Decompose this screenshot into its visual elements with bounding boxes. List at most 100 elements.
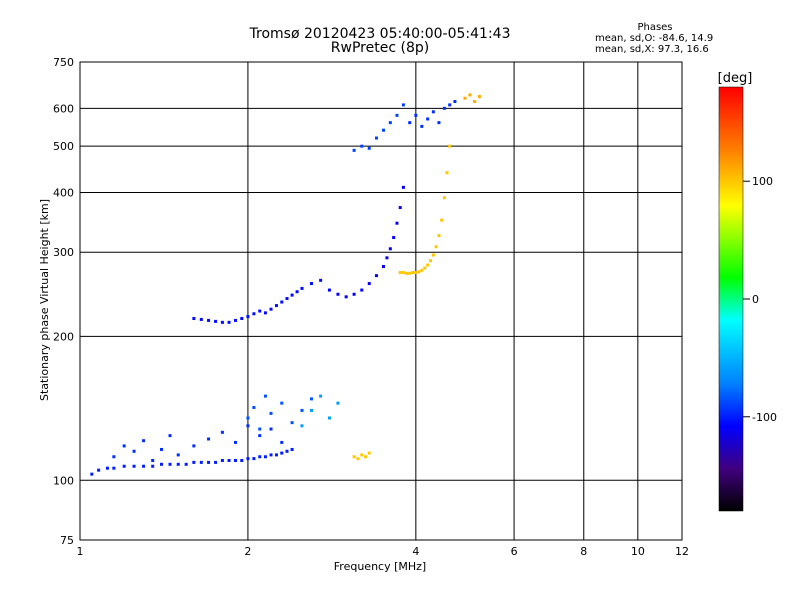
- data-point: [263, 311, 267, 315]
- data-point: [417, 270, 421, 274]
- data-point: [352, 292, 356, 296]
- data-point: [453, 100, 457, 104]
- data-point: [388, 121, 392, 125]
- y-tick-label: 500: [53, 140, 74, 153]
- data-point: [381, 128, 385, 132]
- data-point: [423, 266, 427, 270]
- data-point: [269, 411, 273, 415]
- data-point: [448, 144, 452, 148]
- data-point: [192, 444, 196, 448]
- data-point: [199, 460, 203, 464]
- x-axis-ticks: 1 2 4 6 8 10 12: [77, 545, 690, 558]
- plot-frame: [79, 61, 683, 541]
- x-axis-label: Frequency [MHz]: [334, 560, 426, 573]
- data-point: [398, 271, 402, 275]
- data-point: [442, 196, 446, 200]
- x-tick-label: 4: [412, 545, 419, 558]
- data-point: [220, 458, 224, 462]
- colorbar-label: [deg]: [718, 71, 753, 86]
- data-point: [252, 405, 256, 409]
- data-point: [269, 427, 273, 431]
- data-point: [300, 286, 304, 290]
- data-point: [227, 458, 231, 462]
- data-point: [426, 263, 430, 267]
- y-tick-label: 400: [53, 186, 74, 199]
- data-point: [246, 424, 250, 428]
- data-point: [426, 117, 430, 121]
- data-point: [344, 295, 348, 299]
- data-point: [408, 121, 412, 125]
- data-point: [360, 288, 364, 292]
- data-point: [112, 455, 116, 459]
- data-point: [374, 274, 378, 278]
- phases-heading: Phases: [637, 22, 673, 33]
- data-point: [151, 464, 155, 468]
- data-point: [309, 408, 313, 412]
- data-point: [176, 453, 180, 457]
- data-point: [199, 317, 203, 321]
- data-point: [437, 234, 441, 238]
- data-point: [280, 300, 284, 304]
- data-point: [207, 318, 211, 322]
- colorbar: [718, 86, 744, 512]
- data-point: [142, 464, 146, 468]
- data-point: [176, 462, 180, 466]
- data-point: [97, 468, 101, 472]
- data-point: [280, 451, 284, 455]
- data-point: [280, 440, 284, 444]
- data-point: [336, 292, 340, 296]
- data-point: [258, 427, 262, 431]
- data-point: [90, 472, 94, 476]
- data-point: [184, 462, 188, 466]
- data-point: [401, 185, 405, 189]
- data-point: [214, 319, 218, 323]
- data-point: [285, 449, 289, 453]
- data-point: [440, 218, 444, 222]
- data-point: [142, 439, 146, 443]
- data-point: [429, 259, 433, 263]
- data-point: [327, 416, 331, 420]
- data-point: [395, 113, 399, 117]
- data-point: [309, 282, 313, 286]
- data-point: [290, 447, 294, 451]
- data-point: [468, 93, 472, 97]
- chart-subtitle: RwPretec (8p): [330, 40, 430, 56]
- data-point: [395, 221, 399, 225]
- data-point: [352, 455, 356, 459]
- data-point: [214, 460, 218, 464]
- data-point: [132, 464, 136, 468]
- data-point: [252, 312, 256, 316]
- data-point: [160, 447, 164, 451]
- data-point: [122, 464, 126, 468]
- data-point: [246, 416, 250, 420]
- data-point: [360, 144, 364, 148]
- data-point: [233, 318, 237, 322]
- data-point: [411, 271, 415, 275]
- data-points: [90, 93, 481, 476]
- x-tick-label: 8: [580, 545, 587, 558]
- data-point: [258, 455, 262, 459]
- data-point: [356, 457, 360, 461]
- data-point: [405, 271, 409, 275]
- data-point: [233, 458, 237, 462]
- data-point: [381, 265, 385, 269]
- data-point: [388, 247, 392, 251]
- y-tick-label: 600: [53, 102, 74, 115]
- data-point: [220, 320, 224, 324]
- x-tick-label: 6: [511, 545, 518, 558]
- data-point: [220, 430, 224, 434]
- phases-line-o: mean, sd,O: -84.6, 14.9: [595, 33, 714, 44]
- chart-title: Tromsø 20120423 05:40:00-05:41:43: [249, 26, 511, 42]
- x-tick-label: 12: [675, 545, 689, 558]
- data-point: [414, 271, 418, 275]
- data-point: [240, 316, 244, 320]
- data-point: [122, 444, 126, 448]
- data-point: [246, 315, 250, 319]
- data-point: [263, 394, 267, 398]
- data-point: [477, 95, 481, 99]
- data-point: [263, 455, 267, 459]
- data-point: [227, 320, 231, 324]
- x-tick-label: 2: [244, 545, 251, 558]
- data-point: [401, 103, 405, 107]
